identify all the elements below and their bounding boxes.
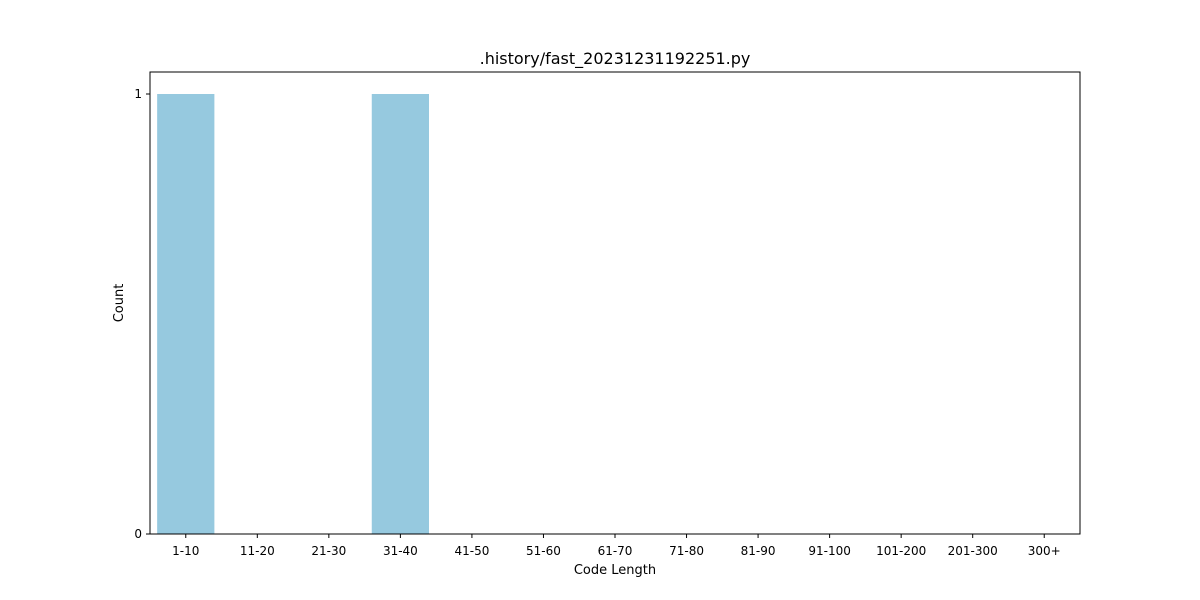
x-tick-label: 81-90	[741, 544, 776, 558]
x-tick-label: 201-300	[948, 544, 998, 558]
bars-layer	[157, 94, 429, 534]
x-axis-label: Code Length	[574, 563, 656, 578]
x-tick-label: 11-20	[240, 544, 275, 558]
x-tick-label: 91-100	[808, 544, 851, 558]
y-axis-ticks: 01	[134, 87, 150, 541]
x-tick-label: 1-10	[172, 544, 199, 558]
chart-title: .history/fast_20231231192251.py	[480, 49, 751, 69]
x-tick-label: 41-50	[454, 544, 489, 558]
x-tick-label: 71-80	[669, 544, 704, 558]
plot-frame	[149, 71, 1081, 535]
x-tick-label: 300+	[1028, 544, 1061, 558]
bar-31-40	[371, 94, 429, 534]
x-axis-ticks: 1-10 11-20 21-30 31-40 41-50 51-60 61-70 71-80 8…	[172, 534, 1061, 558]
y-tick-label: 0	[134, 527, 142, 541]
bar-1-10	[157, 94, 215, 534]
x-tick-label: 21-30	[311, 544, 346, 558]
x-tick-label: 51-60	[526, 544, 561, 558]
y-tick-label: 1	[134, 87, 142, 101]
y-axis-label: Count	[112, 284, 127, 323]
x-tick-label: 31-40	[383, 544, 418, 558]
x-tick-label: 61-70	[598, 544, 633, 558]
x-tick-label: 101-200	[876, 544, 926, 558]
